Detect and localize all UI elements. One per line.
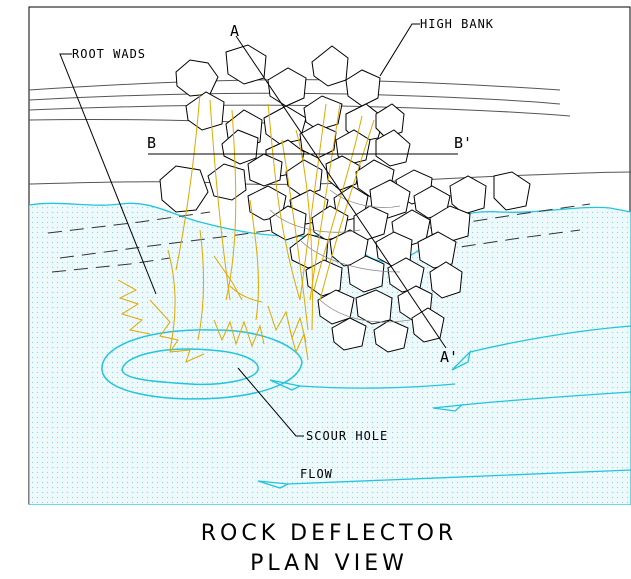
- drawing-subtitle: PLAN VIEW: [250, 551, 408, 576]
- scour-hole-leader: [237, 367, 304, 437]
- section-label-a-prime: A': [440, 348, 458, 366]
- section-label-b: B: [147, 134, 156, 152]
- water-area: [29, 202, 631, 505]
- scour-hole: [101, 329, 303, 400]
- flow-arrows: [257, 325, 631, 489]
- root-wads: [117, 93, 375, 363]
- root-wads-label: ROOT WADS: [72, 47, 146, 61]
- scour-hole-label: SCOUR HOLE: [306, 429, 388, 443]
- flow-label: FLOW: [300, 467, 333, 481]
- section-label-b-prime: B': [454, 134, 472, 152]
- section-label-a: A: [230, 22, 239, 40]
- root-wads-leader: [59, 53, 157, 295]
- high-bank-leader: [379, 23, 420, 77]
- drawing-title: ROCK DEFLECTOR: [201, 521, 457, 546]
- section-line-a: [235, 35, 447, 349]
- high-bank-label: HIGH BANK: [420, 17, 494, 31]
